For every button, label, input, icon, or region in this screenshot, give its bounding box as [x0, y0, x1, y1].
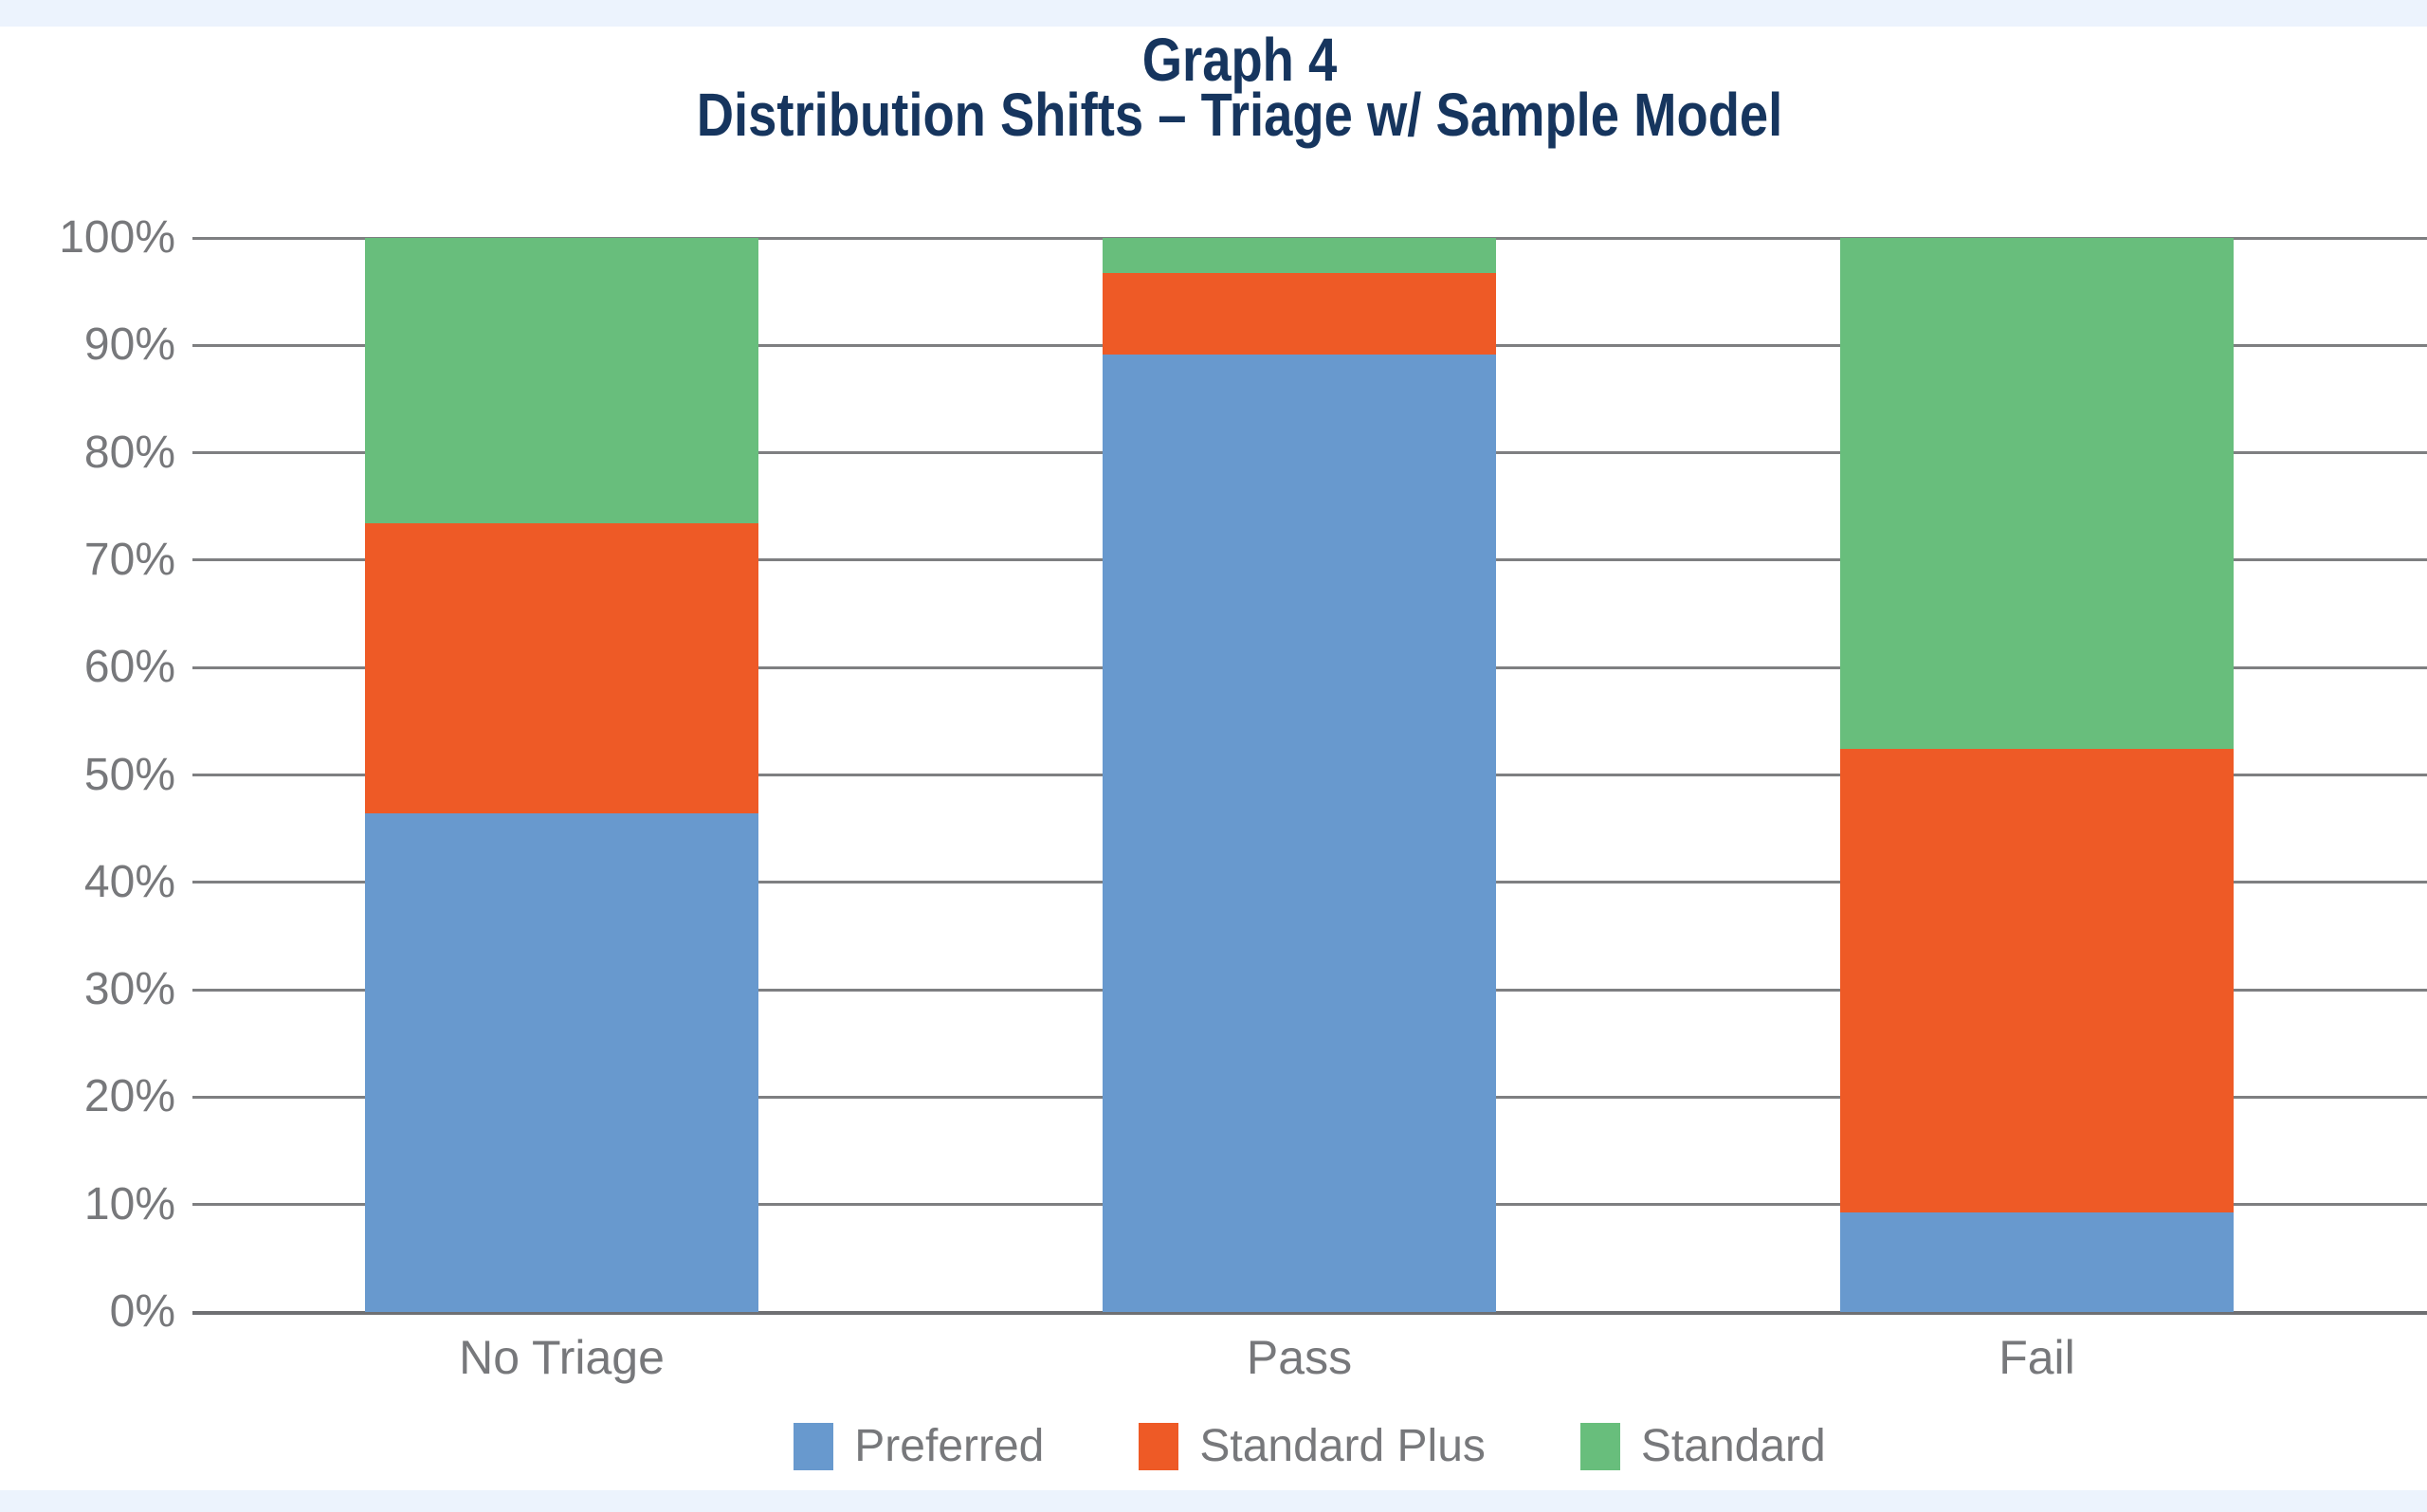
bar-fail: [1840, 238, 2234, 1312]
y-tick-label: 10%: [83, 1178, 175, 1230]
y-tick-label: 70%: [83, 534, 175, 585]
chart-legend: Preferred Standard Plus Standard: [192, 1420, 2427, 1473]
y-tick-label: 60%: [83, 642, 175, 693]
y-tick-label: 100%: [59, 212, 175, 263]
legend-item-preferred: Preferred: [794, 1420, 1044, 1473]
bar-pass: [1103, 238, 1496, 1312]
bar-segment-preferred: [365, 813, 758, 1312]
x-axis-line: [192, 1310, 2427, 1315]
bottom-accent-band: [0, 1490, 2427, 1512]
bar-no-triage: [365, 238, 758, 1312]
legend-label: Standard: [1640, 1421, 1826, 1471]
x-category-label: No Triage: [459, 1331, 665, 1384]
y-tick-label: 50%: [83, 749, 175, 800]
x-category-label: Pass: [1246, 1331, 1353, 1384]
legend-label: Preferred: [854, 1421, 1045, 1471]
chart-subtitle: Distribution Shifts – Triage w/ Sample M…: [696, 81, 1783, 149]
bar-segment-preferred: [1840, 1211, 2234, 1312]
y-tick-label: 90%: [83, 319, 175, 371]
legend-swatch-icon: [1139, 1423, 1179, 1470]
bar-segment-standard: [365, 238, 758, 524]
legend-swatch-icon: [1579, 1423, 1620, 1470]
chart-title: Graph 4: [1141, 26, 1338, 94]
bar-segment-standard: [1103, 238, 1496, 274]
legend-item-standard: Standard: [1579, 1420, 1826, 1473]
y-tick-label: 30%: [83, 964, 175, 1015]
bar-segment-preferred: [1103, 355, 1496, 1312]
chart-title-block: Graph 4 Distribution Shifts – Triage w/ …: [230, 26, 2249, 149]
bar-segment-standard-plus: [1840, 749, 2234, 1212]
y-tick-label: 20%: [83, 1071, 175, 1122]
bar-segment-standard-plus: [365, 523, 758, 814]
top-accent-band: [0, 0, 2427, 27]
y-tick-label: 80%: [83, 427, 175, 478]
legend-swatch-icon: [794, 1423, 834, 1470]
bar-segment-standard: [1840, 238, 2234, 750]
legend-label: Standard Plus: [1199, 1421, 1486, 1471]
bar-segment-standard-plus: [1103, 273, 1496, 355]
y-tick-label: 40%: [83, 856, 175, 907]
legend-item-standard-plus: Standard Plus: [1139, 1420, 1486, 1473]
x-category-label: Fail: [1998, 1331, 2075, 1384]
y-tick-label: 0%: [109, 1286, 175, 1337]
